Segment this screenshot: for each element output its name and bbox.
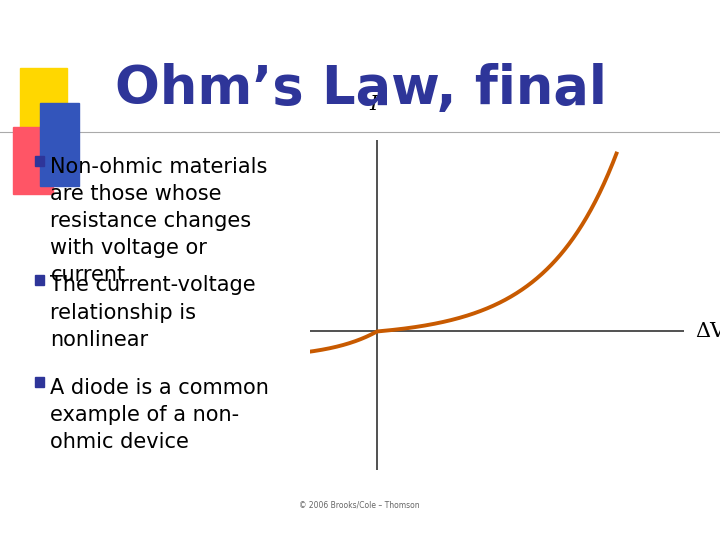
Text: A diode is a common
example of a non-
ohmic device: A diode is a common example of a non- oh… bbox=[50, 378, 269, 453]
Text: I: I bbox=[369, 95, 377, 114]
Text: Ohm’s Law, final: Ohm’s Law, final bbox=[115, 63, 607, 115]
Text: The current-voltage
relationship is
nonlinear: The current-voltage relationship is nonl… bbox=[50, 275, 256, 350]
Text: ΔV: ΔV bbox=[696, 322, 720, 341]
Text: Non-ohmic materials
are those whose
resistance changes
with voltage or
current: Non-ohmic materials are those whose resi… bbox=[50, 157, 268, 286]
Text: © 2006 Brooks/Cole – Thomson: © 2006 Brooks/Cole – Thomson bbox=[299, 501, 420, 510]
